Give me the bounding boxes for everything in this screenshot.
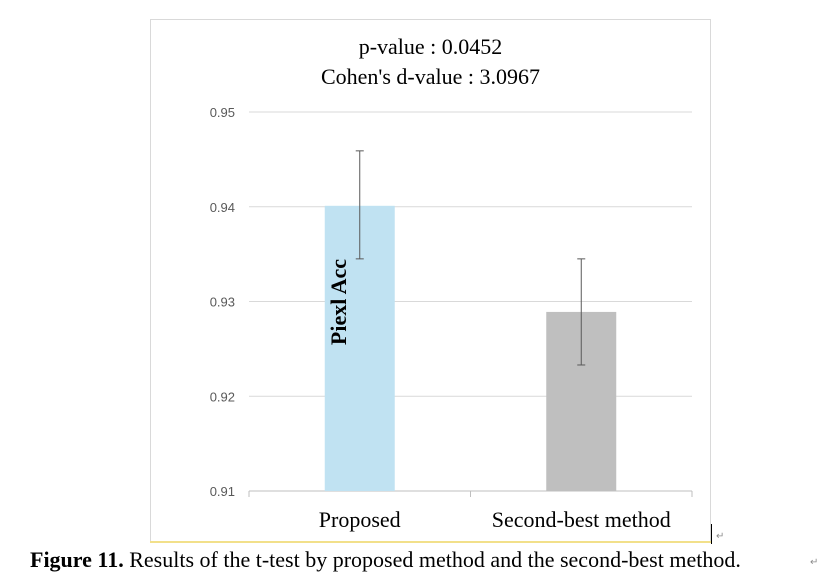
- y-tick-label: 0.91: [210, 484, 235, 499]
- bar-chart: 0.91 0.92 0.93 0.94 0.95 Proposed Second-best…: [210, 105, 693, 532]
- y-axis-label: Piexl Acc: [326, 259, 351, 345]
- category-label: Proposed: [319, 507, 401, 532]
- paragraph-mark: ↵: [716, 531, 725, 542]
- figure-caption: Figure 11. Results of the t-test by prop…: [30, 547, 741, 573]
- divider-line: [150, 541, 711, 543]
- text-cursor: [711, 524, 712, 544]
- p-value-annotation: p-value : 0.0452: [358, 34, 503, 59]
- figure-number: Figure 11.: [30, 547, 124, 572]
- chart-area: 0.91 0.92 0.93 0.94 0.95 Proposed Second-best…: [150, 19, 711, 542]
- caption-paragraph-mark: ↵: [810, 557, 819, 568]
- y-tick-label: 0.94: [210, 200, 235, 215]
- caption-text: Results of the t-test by proposed method…: [123, 547, 741, 572]
- cohens-d-annotation: Cohen's d-value : 3.0967: [320, 64, 541, 89]
- category-label: Second-best method: [492, 507, 671, 532]
- y-tick-label: 0.95: [210, 105, 235, 120]
- y-tick-label: 0.92: [210, 389, 235, 404]
- y-tick-label: 0.93: [210, 295, 235, 310]
